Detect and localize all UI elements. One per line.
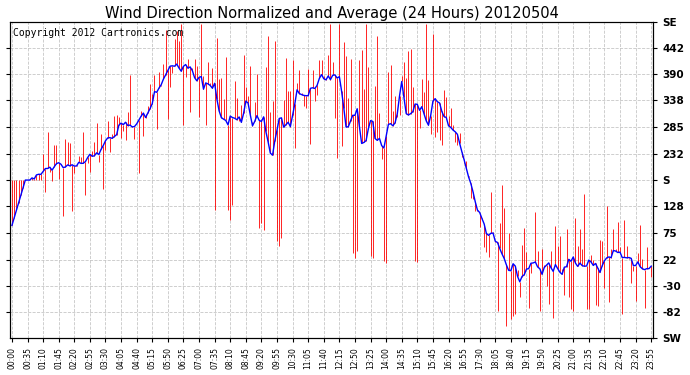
Text: Copyright 2012 Cartronics.com: Copyright 2012 Cartronics.com: [13, 28, 184, 38]
Title: Wind Direction Normalized and Average (24 Hours) 20120504: Wind Direction Normalized and Average (2…: [105, 6, 558, 21]
